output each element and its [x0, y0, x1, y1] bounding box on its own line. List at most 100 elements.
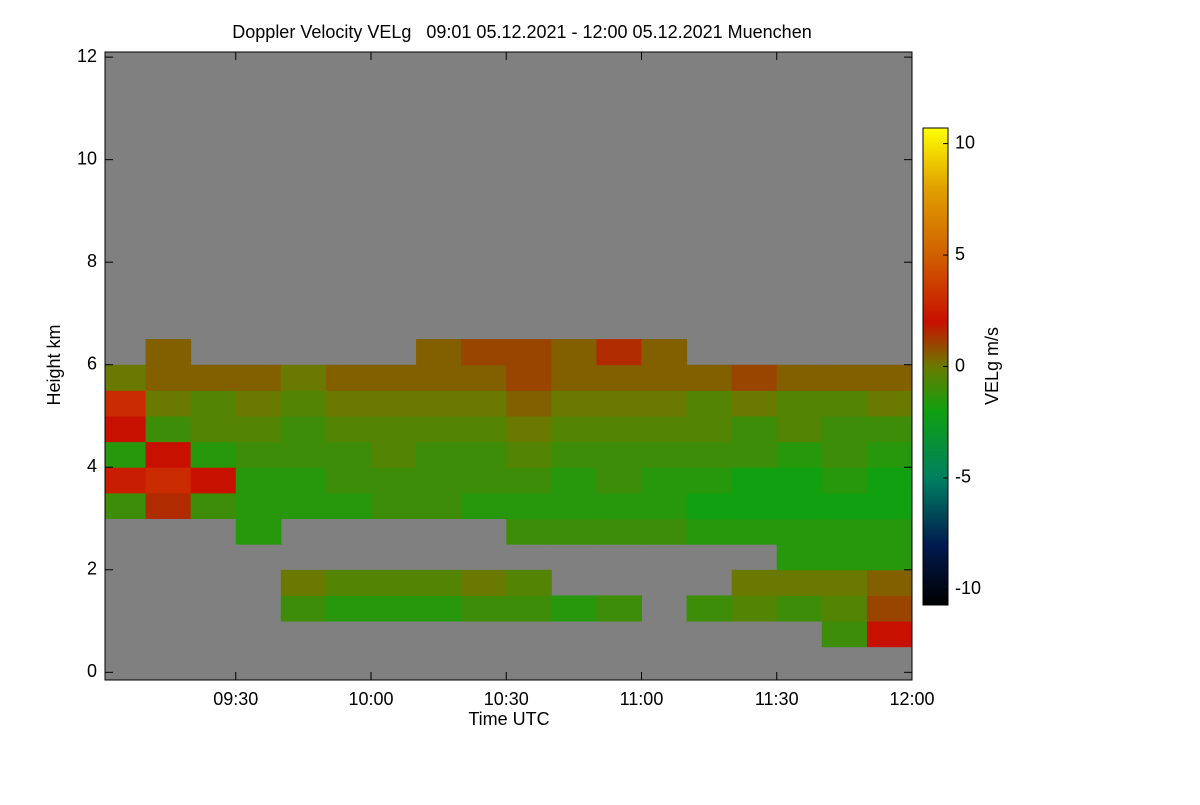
heatmap-cell [235, 492, 282, 520]
heatmap-cell [370, 467, 417, 494]
heatmap-cell [461, 492, 507, 520]
heatmap-cell [235, 364, 282, 391]
heatmap-cell [821, 569, 868, 596]
heatmap-cell [596, 441, 642, 468]
heatmap-cell [821, 415, 868, 443]
heatmap-cell [506, 390, 552, 417]
heatmap-cell [686, 415, 733, 443]
heatmap-cell [325, 492, 372, 520]
heatmap-cell [506, 339, 552, 366]
heatmap-cell [866, 621, 912, 648]
heatmap-cell [596, 467, 642, 494]
heatmap-cell [776, 441, 823, 468]
heatmap-cell [866, 415, 912, 443]
heatmap-cell [641, 364, 688, 391]
heatmap-cell [506, 518, 552, 545]
heatmap-cell [731, 595, 778, 622]
heatmap-cell [105, 492, 147, 520]
heatmap-cell [641, 441, 688, 468]
heatmap-cell [731, 441, 778, 468]
heatmap-cell [551, 339, 597, 366]
heatmap-cell [370, 364, 417, 391]
heatmap-cell [686, 492, 733, 520]
heatmap-cell [551, 595, 597, 622]
heatmap-cell [776, 415, 823, 443]
heatmap-cell [506, 595, 552, 622]
heatmap-cell [370, 441, 417, 468]
heatmap-cell [280, 569, 327, 596]
heatmap-cell [461, 467, 507, 494]
heatmap-cell [821, 441, 868, 468]
heatmap-cell [821, 544, 868, 571]
heatmap-cell [686, 518, 733, 545]
heatmap-cell [145, 492, 192, 520]
heatmap-cell [145, 415, 192, 443]
colorbar-tick-label: 5 [955, 244, 965, 264]
heatmap-cell [145, 441, 192, 468]
x-tick-label: 10:30 [484, 689, 529, 709]
y-tick-label: 2 [87, 559, 97, 579]
heatmap-cell [866, 390, 912, 417]
heatmap-cell [821, 467, 868, 494]
x-tick-label: 10:00 [348, 689, 393, 709]
heatmap-cell [461, 390, 507, 417]
heatmap-cell [596, 492, 642, 520]
heatmap-cell [731, 390, 778, 417]
heatmap-cell [325, 390, 372, 417]
heatmap-cell [731, 364, 778, 391]
heatmap-cell [105, 364, 147, 391]
x-axis-label: Time UTC [468, 709, 549, 729]
heatmap-cell [461, 415, 507, 443]
x-tick-label: 12:00 [889, 689, 934, 709]
x-tick-label: 09:30 [213, 689, 258, 709]
heatmap-cell [641, 518, 688, 545]
heatmap-cell [416, 492, 462, 520]
heatmap-cell [280, 364, 327, 391]
heatmap-cell [506, 364, 552, 391]
heatmap-cell [821, 621, 868, 648]
heatmap-cell [416, 569, 462, 596]
colorbar-tick-label: 10 [955, 132, 975, 152]
heatmap-cell [641, 339, 688, 366]
heatmap-cell [866, 569, 912, 596]
heatmap-cell [821, 595, 868, 622]
heatmap-cell [235, 518, 282, 545]
plot-frame [104, 51, 913, 681]
heatmap-cell [280, 467, 327, 494]
heatmap-cell [190, 390, 237, 417]
heatmap-cell [551, 390, 597, 417]
heatmap-cell [325, 441, 372, 468]
heatmap-cell [280, 595, 327, 622]
heatmap-cell [416, 467, 462, 494]
heatmap-cell [731, 569, 778, 596]
heatmap-cell [145, 467, 192, 494]
heatmap-cell [776, 518, 823, 545]
heatmap-cell [416, 415, 462, 443]
heatmap-cell [325, 415, 372, 443]
heatmap-cell [866, 544, 912, 571]
heatmap-cell [866, 441, 912, 468]
heatmap-cell [776, 467, 823, 494]
heatmap-cell [551, 467, 597, 494]
y-tick-label: 4 [87, 456, 97, 476]
colorbar-tick-label: -10 [955, 578, 981, 598]
colorbar-tick-label: -5 [955, 467, 971, 487]
heatmap-cell [416, 390, 462, 417]
heatmap-cell [866, 492, 912, 520]
heatmap-cell [551, 492, 597, 520]
y-tick-label: 8 [87, 251, 97, 271]
heatmap-cell [866, 518, 912, 545]
heatmap-cell [190, 441, 237, 468]
heatmap-cell [776, 569, 823, 596]
y-tick-label: 12 [77, 46, 97, 66]
heatmap-cell [686, 467, 733, 494]
heatmap-cell [641, 415, 688, 443]
heatmap-cell [416, 339, 462, 366]
heatmap-cell [686, 441, 733, 468]
heatmap-cell [686, 390, 733, 417]
heatmap-cell [731, 492, 778, 520]
y-tick-label: 6 [87, 353, 97, 373]
heatmap-cell [641, 390, 688, 417]
heatmap-cell [370, 492, 417, 520]
